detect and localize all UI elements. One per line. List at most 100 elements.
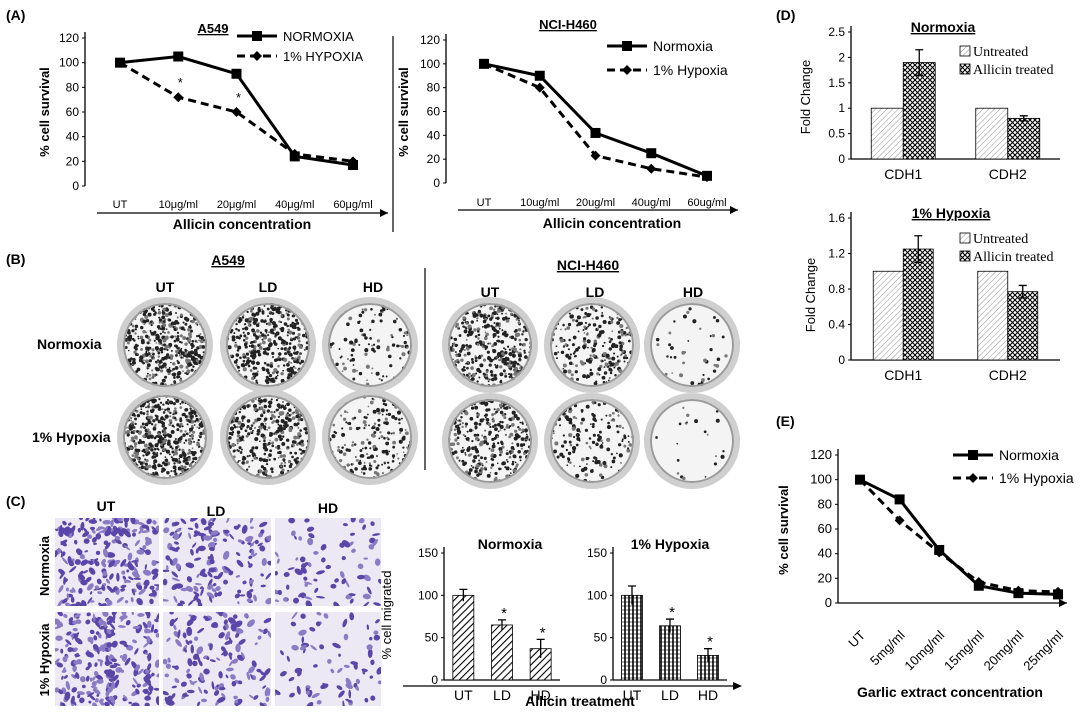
stained-cell (88, 700, 92, 704)
stained-cell (144, 563, 147, 570)
stained-cell (151, 559, 157, 567)
stained-cell (91, 680, 97, 687)
stained-cell (374, 558, 381, 566)
stained-cell (109, 573, 114, 580)
stained-cell (200, 518, 207, 526)
stained-cell (77, 693, 81, 699)
stained-cell (275, 570, 279, 576)
stained-cell (107, 655, 112, 661)
stained-cell (319, 644, 325, 650)
chart-garlic-xtick-label: UT (845, 627, 868, 650)
stained-cell (92, 613, 96, 623)
stained-cell (137, 582, 141, 586)
chart-h460-legend-marker-1 (622, 65, 632, 75)
stained-cell (85, 619, 91, 625)
stained-cell (146, 518, 152, 525)
plate-a549-1-2 (322, 389, 418, 485)
stained-cell (86, 612, 91, 617)
chart-a549-ytick-label: 60 (66, 105, 80, 119)
stained-cell (283, 571, 290, 577)
stained-cell (107, 685, 114, 694)
stained-cell (200, 532, 205, 542)
chart-d-normoxia-error-bar-1-1 (1019, 115, 1028, 122)
stained-cell (182, 632, 187, 639)
stained-cell (123, 694, 128, 701)
stained-cell (115, 527, 122, 534)
plate-rim (644, 393, 740, 489)
panel-label-d: (D) (776, 7, 795, 23)
stained-cell (291, 530, 296, 537)
chart-migration-hypoxia-error-bar-2 (704, 648, 712, 663)
plate-a549-1-0 (117, 389, 213, 485)
stained-cell (144, 549, 151, 556)
stained-cell (102, 525, 109, 534)
stained-cell (120, 584, 127, 589)
stained-cell (95, 674, 103, 681)
stained-cell (349, 612, 355, 621)
stained-cell (248, 579, 254, 585)
stained-cell (125, 620, 131, 626)
stained-cell (97, 591, 103, 595)
stained-cell (123, 518, 130, 523)
stained-cell (188, 599, 194, 606)
stained-cell (373, 630, 379, 635)
chart-h460-ytick-label: 100 (420, 57, 440, 71)
plate-h460-1-1 (544, 393, 640, 489)
stained-cell (237, 589, 242, 594)
stained-cell (343, 664, 350, 668)
stained-cell (71, 687, 78, 693)
stained-cell (144, 702, 150, 706)
stained-cell (89, 694, 96, 701)
stained-cell (63, 675, 68, 679)
stained-cell (316, 612, 322, 616)
stained-cell (299, 556, 306, 563)
stained-cell (171, 665, 178, 669)
stained-cell (132, 532, 136, 537)
stained-cell (177, 602, 183, 606)
stained-cell (175, 563, 181, 570)
stained-cell (65, 643, 69, 648)
chart-garlic-xtick-label: 25mg/ml (1020, 627, 1066, 673)
plate-rim (322, 389, 418, 485)
chart-h460-point-1-1 (534, 82, 545, 93)
panel-b-col-ld-left: LD (259, 279, 278, 295)
stained-cell (207, 521, 215, 527)
chart-migration-hypoxia-ytick-label: 100 (587, 588, 607, 602)
stained-cell (163, 599, 169, 602)
stained-cell (119, 615, 128, 620)
stained-cell (298, 629, 307, 636)
stained-cell (203, 535, 212, 541)
stained-cell (294, 568, 303, 576)
stained-cell (63, 613, 68, 618)
stained-cell (217, 591, 223, 597)
stained-cell (223, 619, 228, 625)
chart-d-normoxia-ytick-label: 2 (838, 50, 845, 64)
stained-cell (302, 648, 306, 654)
chart-d-normoxia-legend-swatch-0 (959, 45, 971, 57)
chart-a549-ytick-label: 20 (66, 154, 80, 168)
stained-cell (175, 639, 182, 647)
stained-cell (65, 681, 71, 691)
stained-cell (185, 586, 194, 592)
chart-garlic-point-1-0 (855, 474, 865, 485)
stained-cell (186, 689, 195, 694)
stained-cell (69, 566, 77, 573)
stained-cell (55, 635, 63, 641)
stained-cell (290, 621, 297, 627)
chart-migration-normoxia-title: Normoxia (478, 536, 543, 552)
stained-cell (74, 674, 79, 678)
stained-cell (111, 658, 117, 663)
stained-cell (338, 653, 341, 657)
stained-cell (106, 642, 113, 648)
stained-cell (209, 558, 215, 565)
stained-cell (191, 542, 197, 548)
chart-a549-ytick-label: 40 (66, 130, 80, 144)
stained-cell (55, 648, 59, 652)
stained-cell (60, 702, 66, 706)
stained-cell (138, 588, 146, 595)
stained-cell (171, 557, 178, 566)
stained-cell (373, 634, 381, 641)
stained-cell (135, 688, 140, 695)
stained-cell (348, 593, 356, 597)
